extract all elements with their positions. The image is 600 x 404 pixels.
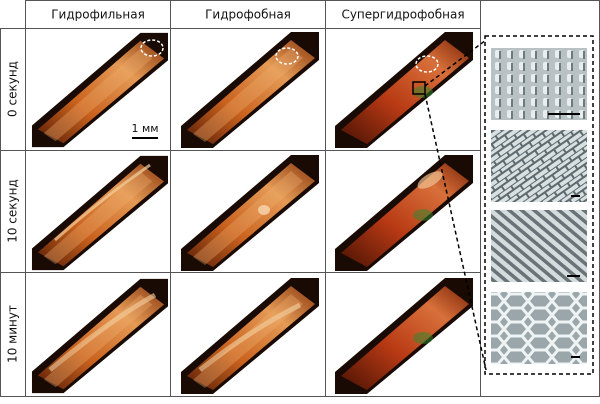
photo (181, 155, 319, 271)
photo (335, 155, 473, 271)
photo (31, 278, 168, 394)
photos: 1 мм (31, 32, 487, 394)
column-header: Супергидрофобная (341, 8, 464, 22)
photo (181, 32, 319, 148)
column-header: Гидрофильная (51, 8, 145, 22)
photo (335, 32, 473, 148)
scale-label: 1 мм (131, 122, 158, 135)
microstructure-panel (484, 35, 594, 375)
photo (335, 278, 473, 394)
row-label: 0 секунд (6, 61, 20, 117)
row-label: 10 секунд (6, 179, 20, 243)
photo (31, 155, 168, 271)
column-header: Гидрофобная (205, 8, 291, 22)
row-label: 10 минут (6, 305, 20, 363)
